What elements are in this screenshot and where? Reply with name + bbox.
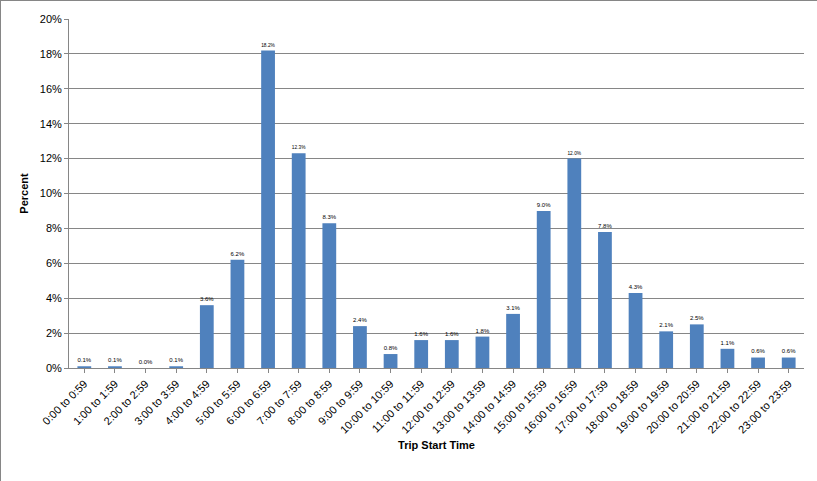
svg-text:2:00 to 2:59: 2:00 to 2:59 — [101, 378, 151, 428]
svg-text:8.3%: 8.3% — [322, 214, 336, 220]
svg-text:0.6%: 0.6% — [782, 348, 796, 354]
svg-text:0%: 0% — [46, 362, 62, 374]
svg-text:12.0%: 12.0% — [567, 151, 581, 156]
svg-text:12:00 to 12:59: 12:00 to 12:59 — [399, 378, 457, 436]
svg-text:16:00 to 16:59: 16:00 to 16:59 — [521, 378, 579, 436]
svg-text:4:00 to 4:59: 4:00 to 4:59 — [163, 378, 213, 428]
svg-text:12%: 12% — [40, 152, 62, 164]
svg-text:3:00 to 3:59: 3:00 to 3:59 — [132, 378, 182, 428]
svg-text:14:00 to 14:59: 14:00 to 14:59 — [460, 378, 518, 436]
svg-text:20:00 to 20:59: 20:00 to 20:59 — [644, 378, 702, 436]
svg-text:10:00 to 10:59: 10:00 to 10:59 — [338, 378, 396, 436]
svg-text:Trip Start Time: Trip Start Time — [398, 439, 475, 451]
svg-text:2.5%: 2.5% — [690, 315, 704, 321]
svg-text:14%: 14% — [40, 118, 62, 130]
svg-text:1.1%: 1.1% — [721, 340, 735, 346]
svg-text:0.0%: 0.0% — [139, 359, 153, 365]
svg-text:18:00 to 18:59: 18:00 to 18:59 — [583, 378, 641, 436]
svg-text:13:00 to 13:59: 13:00 to 13:59 — [430, 378, 488, 436]
svg-text:21:00 to 21:59: 21:00 to 21:59 — [675, 378, 733, 436]
svg-text:17:00 to 17:59: 17:00 to 17:59 — [552, 378, 610, 436]
svg-text:0.1%: 0.1% — [77, 357, 91, 363]
svg-text:2.4%: 2.4% — [353, 317, 367, 323]
svg-text:0.1%: 0.1% — [169, 357, 183, 363]
svg-text:9.0%: 9.0% — [537, 202, 551, 208]
svg-text:8:00 to 8:59: 8:00 to 8:59 — [285, 378, 335, 428]
svg-text:18.2%: 18.2% — [261, 43, 275, 48]
svg-text:19:00 to 19:59: 19:00 to 19:59 — [613, 378, 671, 436]
svg-text:1.6%: 1.6% — [414, 331, 428, 337]
svg-text:10%: 10% — [40, 187, 62, 199]
svg-text:5:00 to 5:59: 5:00 to 5:59 — [193, 378, 243, 428]
svg-text:1.8%: 1.8% — [476, 328, 490, 334]
svg-text:6%: 6% — [46, 257, 62, 269]
svg-text:3.6%: 3.6% — [200, 296, 214, 302]
svg-text:1:00 to 1:59: 1:00 to 1:59 — [71, 378, 121, 428]
svg-text:0.6%: 0.6% — [751, 348, 765, 354]
svg-text:22:00 to 22:59: 22:00 to 22:59 — [705, 378, 763, 436]
svg-text:15:00 to 15:59: 15:00 to 15:59 — [491, 378, 549, 436]
svg-text:4%: 4% — [46, 292, 62, 304]
svg-text:8%: 8% — [46, 222, 62, 234]
svg-text:16%: 16% — [40, 83, 62, 95]
svg-text:1.6%: 1.6% — [445, 331, 459, 337]
svg-text:20%: 20% — [40, 13, 62, 25]
svg-text:11:00 to 11:59: 11:00 to 11:59 — [369, 378, 426, 435]
svg-text:4.3%: 4.3% — [629, 284, 643, 290]
svg-text:Percent: Percent — [18, 173, 30, 214]
svg-text:6:00 to 6:59: 6:00 to 6:59 — [224, 378, 274, 428]
svg-text:9:00 to 9:59: 9:00 to 9:59 — [316, 378, 366, 428]
svg-text:2%: 2% — [46, 327, 62, 339]
svg-text:12.3%: 12.3% — [292, 145, 306, 150]
svg-text:6.2%: 6.2% — [231, 251, 245, 257]
svg-text:18%: 18% — [40, 48, 62, 60]
svg-text:3.1%: 3.1% — [506, 305, 520, 311]
svg-text:0.8%: 0.8% — [384, 345, 398, 351]
svg-text:0.1%: 0.1% — [108, 357, 122, 363]
svg-text:0:00 to 0:59: 0:00 to 0:59 — [40, 378, 90, 428]
svg-text:23:00 to 23:59: 23:00 to 23:59 — [736, 378, 794, 436]
svg-text:7:00 to 7:59: 7:00 to 7:59 — [254, 378, 304, 428]
svg-text:7.8%: 7.8% — [598, 223, 612, 229]
svg-text:2.1%: 2.1% — [659, 322, 673, 328]
